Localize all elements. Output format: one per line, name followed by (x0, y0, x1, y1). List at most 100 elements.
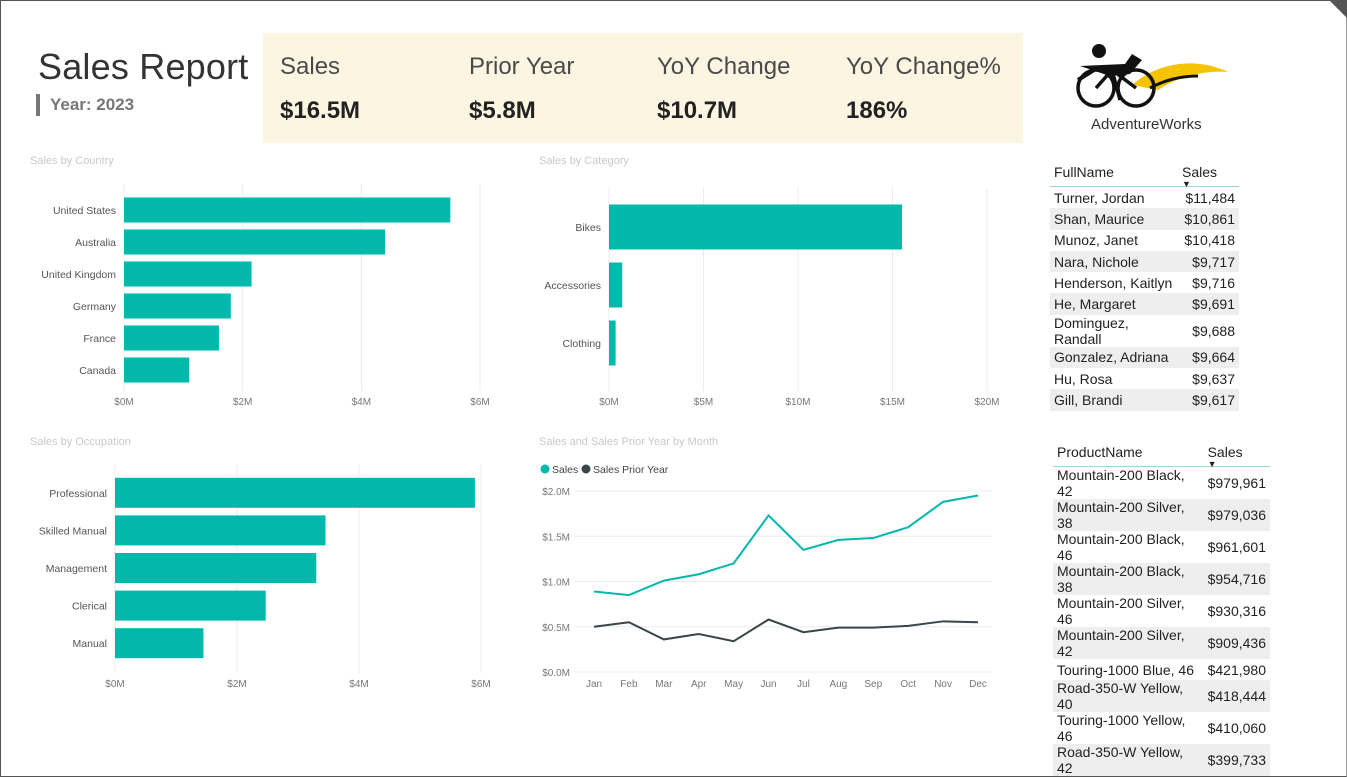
bar (115, 515, 326, 546)
legend-marker-icon (581, 464, 591, 474)
category-label: Manual (73, 638, 107, 650)
bar (124, 229, 386, 255)
x-tick-label: Jan (586, 679, 602, 690)
table-row[interactable]: Mountain-200 Black, 42 $979,961 (1053, 466, 1270, 499)
top-products-table[interactable]: ProductName Sales ▼ Mountain-200 Black, 4… (1053, 432, 1270, 777)
table-row[interactable]: Road-350-W Yellow, 42 $399,733 (1053, 744, 1270, 777)
table-row[interactable]: Shan, Maurice $10,861 (1050, 208, 1239, 230)
bar (124, 293, 231, 319)
y-tick-label: $2.0M (542, 487, 570, 498)
productname-cell: Mountain-200 Silver, 42 (1053, 627, 1204, 659)
table-row[interactable]: Turner, Jordan $11,484 (1050, 186, 1239, 209)
bar (124, 197, 451, 223)
kpi-yoy-change-pct-card[interactable]: YoY Change% 186% (846, 53, 1001, 125)
x-tick-label: $6M (470, 397, 489, 408)
sales-cell: $979,036 (1203, 499, 1270, 531)
category-label: Accessories (544, 280, 601, 292)
kpi-panel: Sales $16.5M Prior Year $5.8M YoY Change… (263, 33, 1023, 143)
logo-text: AdventureWorks (1091, 116, 1202, 133)
column-header-fullname[interactable]: FullName (1050, 152, 1178, 187)
x-tick-label: Dec (969, 679, 987, 690)
column-header-sales[interactable]: Sales ▼ (1178, 152, 1239, 189)
category-label: Germany (73, 301, 117, 313)
table-row[interactable]: Mountain-200 Black, 38 $954,716 (1053, 563, 1270, 595)
category-label: Australia (75, 237, 116, 249)
table-row[interactable]: He, Margaret $9,691 (1050, 293, 1239, 315)
x-tick-label: Sep (864, 679, 882, 690)
x-tick-label: Jul (797, 679, 810, 690)
fullname-cell: Gill, Brandi (1050, 389, 1178, 411)
y-tick-label: $0.5M (542, 623, 570, 634)
productname-cell: Mountain-200 Black, 38 (1053, 563, 1204, 595)
x-tick-label: $0M (114, 397, 133, 408)
table-row[interactable]: Touring-1000 Blue, 46 $421,980 (1053, 659, 1270, 681)
kpi-value: 186% (846, 97, 908, 124)
category-label: Management (46, 563, 107, 575)
column-header-sales[interactable]: Sales ▼ (1203, 432, 1270, 469)
x-tick-label: $0M (105, 679, 124, 690)
x-tick-label: Mar (655, 679, 673, 690)
bar (115, 590, 266, 621)
sales-by-occupation-chart[interactable]: $0M $2M $4M $6M Professional Skilled Manual Ma… (20, 452, 500, 697)
column-header-productname[interactable]: ProductName (1053, 432, 1204, 467)
occupation-chart-title: Sales by Occupation (30, 436, 131, 448)
table-row[interactable]: Road-350-W Yellow, 40 $418,444 (1053, 680, 1270, 713)
kpi-label: Prior Year (469, 53, 575, 80)
year-filter-label: Year: 2023 (36, 94, 134, 116)
series-line (593, 618, 979, 643)
table-row[interactable]: Nara, Nichole $9,717 (1050, 250, 1239, 273)
productname-cell: Touring-1000 Yellow, 46 (1053, 712, 1204, 745)
x-tick-label: Nov (934, 679, 952, 690)
category-label: Canada (79, 365, 116, 377)
category-chart-title: Sales by Category (539, 155, 629, 167)
table-row[interactable]: Henderson, Kaitlyn $9,716 (1050, 272, 1239, 294)
bar (115, 477, 475, 508)
productname-cell: Mountain-200 Silver, 38 (1053, 499, 1204, 531)
bar (609, 320, 616, 366)
productname-cell: Road-350-W Yellow, 42 (1053, 744, 1204, 777)
fullname-cell: Henderson, Kaitlyn (1050, 272, 1178, 294)
table-row[interactable]: Hu, Rosa $9,637 (1050, 368, 1239, 390)
table-row[interactable]: Gill, Brandi $9,617 (1050, 389, 1239, 411)
kpi-label: YoY Change% (846, 53, 1001, 80)
x-tick-label: $0M (599, 397, 618, 408)
sort-desc-icon: ▼ (1182, 179, 1191, 189)
table-row[interactable]: Mountain-200 Black, 46 $961,601 (1053, 531, 1270, 563)
table-row[interactable]: Gonzalez, Adriana $9,664 (1050, 346, 1239, 369)
table-row[interactable]: Mountain-200 Silver, 42 $909,436 (1053, 627, 1270, 659)
y-tick-label: $1.5M (542, 532, 570, 543)
sales-cell: $410,060 (1203, 712, 1270, 745)
table-row[interactable]: Munoz, Janet $10,418 (1050, 229, 1239, 251)
x-tick-label: Feb (620, 679, 638, 690)
table-row[interactable]: Mountain-200 Silver, 46 $930,316 (1053, 595, 1270, 627)
y-tick-label: $1.0M (542, 578, 570, 589)
series-line (593, 494, 979, 597)
x-tick-label: $2M (227, 679, 246, 690)
table-row[interactable]: Touring-1000 Yellow, 46 $410,060 (1053, 712, 1270, 745)
x-tick-label: $15M (880, 397, 905, 408)
sales-cell: $954,716 (1203, 563, 1270, 595)
table-row[interactable]: Mountain-200 Silver, 38 $979,036 (1053, 499, 1270, 531)
fullname-cell: He, Margaret (1050, 293, 1178, 315)
sales-cell: $10,861 (1178, 208, 1239, 230)
bar (124, 261, 252, 287)
table-row[interactable]: Dominguez, Randall $9,688 (1050, 314, 1239, 347)
sales-by-category-chart[interactable]: $0M $5M $10M $15M $20M Bikes Accessories Clothi… (530, 170, 1010, 415)
legend-label: Sales (552, 464, 578, 476)
legend-label: Sales Prior Year (593, 464, 669, 476)
kpi-yoy-change-card[interactable]: YoY Change $10.7M (657, 53, 790, 125)
bar (115, 628, 204, 659)
kpi-sales-card[interactable]: Sales $16.5M (280, 53, 360, 125)
sales-cell: $9,688 (1178, 314, 1239, 347)
kpi-label: YoY Change (657, 53, 791, 80)
sales-by-month-chart[interactable]: $0.0M $0.5M $1.0M $1.5M $2.0M Jan Feb Mar Apr May… (530, 452, 1005, 697)
sales-cell: $961,601 (1203, 531, 1270, 563)
productname-cell: Mountain-200 Silver, 46 (1053, 595, 1204, 627)
sales-by-country-chart[interactable]: $0M $2M $4M $6M United States Australia United… (20, 170, 500, 415)
kpi-value: $5.8M (469, 97, 536, 124)
kpi-value: $16.5M (280, 97, 361, 124)
x-tick-label: $2M (233, 397, 252, 408)
category-label: Professional (49, 488, 107, 500)
top-customers-table[interactable]: FullName Sales ▼ Turner, Jordan $11,484 Sha… (1050, 152, 1239, 411)
kpi-prior-year-card[interactable]: Prior Year $5.8M (469, 53, 574, 125)
